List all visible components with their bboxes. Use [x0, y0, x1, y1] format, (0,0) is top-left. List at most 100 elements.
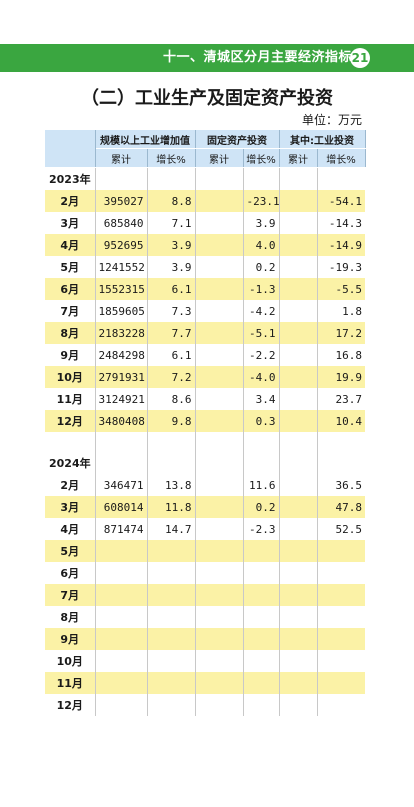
table-cell — [243, 562, 280, 584]
table-cell — [95, 628, 148, 650]
sub-header-cumulative: 累计 — [279, 148, 318, 168]
table-row: 2月 395027 8.8 -23.1 -54.1 — [45, 190, 365, 212]
table-row: 11月 3124921 8.6 3.4 23.7 — [45, 388, 365, 410]
month-label: 9月 — [45, 628, 96, 650]
table-cell — [279, 672, 318, 694]
table-cell — [147, 672, 196, 694]
table-cell — [147, 540, 196, 562]
table-cell — [195, 694, 244, 716]
table-cell — [195, 650, 244, 672]
table-cell: 11.6 — [243, 474, 280, 496]
table-cell: 3480408 — [95, 410, 148, 432]
month-label: 8月 — [45, 606, 96, 628]
table-cell — [317, 452, 365, 474]
table-cell — [195, 432, 244, 452]
table-cell: -4.2 — [243, 300, 280, 322]
year-label: 2023年 — [45, 167, 96, 190]
table-row: 3月 685840 7.1 3.9 -14.3 — [45, 212, 365, 234]
month-label: 7月 — [45, 300, 96, 322]
month-label: 9月 — [45, 344, 96, 366]
table-cell — [195, 496, 244, 518]
month-label: 3月 — [45, 496, 96, 518]
table-cell: 1.8 — [342, 304, 362, 318]
table-cell: 1552315 — [95, 278, 148, 300]
table-cell: -1.3 — [243, 278, 280, 300]
table-row: 7月 1859605 7.3 -4.2 1.8 — [45, 300, 365, 322]
table-cell — [195, 322, 244, 344]
statistics-table: 规模以上工业增加值 固定资产投资 其中:工业投资 累计 增长% 累计 增长% 累… — [45, 130, 366, 716]
table-cell: 13.8 — [147, 474, 196, 496]
table-cell: 395027 — [95, 190, 148, 212]
table-cell — [279, 540, 318, 562]
table-cell: 1241552 — [95, 256, 148, 278]
table-cell — [243, 628, 280, 650]
month-label: 12月 — [45, 410, 96, 432]
group-header-industrial-value-added: 规模以上工业增加值 — [95, 130, 196, 149]
sub-header-growth: 增长% — [317, 148, 366, 168]
table-cell — [279, 650, 318, 672]
table-cell — [279, 562, 318, 584]
sub-header-cumulative: 累计 — [95, 148, 148, 168]
table-cell: 4.0 — [243, 234, 280, 256]
table-cell — [195, 366, 244, 388]
table-cell — [147, 562, 196, 584]
table-cell: 19.9 — [317, 366, 365, 388]
table-row: 10月 2791931 7.2 -4.0 19.9 — [45, 366, 365, 388]
table-cell — [279, 584, 318, 606]
month-label: 11月 — [45, 388, 96, 410]
table-cell — [195, 540, 244, 562]
month-label: 2月 — [45, 190, 96, 212]
table-row: 9月 2484298 6.1 -2.2 16.8 — [45, 344, 365, 366]
table-cell: 23.7 — [335, 392, 363, 406]
table-cell — [279, 474, 318, 496]
table-cell: -2.2 — [243, 344, 280, 366]
month-label: 8月 — [45, 322, 96, 344]
table-cell: 871474 — [95, 518, 148, 540]
table-cell: 14.7 — [147, 518, 196, 540]
chapter-title: 十一、清城区分月主要经济指标 — [162, 50, 352, 65]
table-cell: 608014 — [95, 496, 148, 518]
table-cell — [317, 606, 365, 628]
month-label: 10月 — [45, 650, 96, 672]
table-cell — [279, 628, 318, 650]
table-cell: -14.9 — [317, 234, 365, 256]
table-cell: 47.8 — [317, 496, 365, 518]
table-cell — [95, 167, 148, 190]
table-cell: -2.3 — [243, 518, 280, 540]
table-cell — [279, 190, 318, 212]
table-cell — [279, 366, 318, 388]
table-cell — [279, 496, 318, 518]
month-label: 3月 — [45, 212, 96, 234]
table-cell — [279, 410, 318, 432]
table-cell — [317, 628, 365, 650]
month-label — [45, 432, 96, 452]
table-cell: 3.9 — [147, 234, 196, 256]
table-cell — [147, 694, 196, 716]
table-cell — [279, 167, 318, 190]
table-row: 8月 2183228 7.7 -5.1 17.2 — [45, 322, 365, 344]
month-label: 11月 — [45, 672, 96, 694]
table-cell — [95, 452, 148, 474]
unit-label: 单位：万元 — [301, 113, 362, 127]
table-cell — [243, 432, 280, 452]
table-cell — [195, 212, 244, 234]
table-cell — [147, 584, 196, 606]
table-cell — [95, 584, 148, 606]
month-label: 6月 — [45, 278, 96, 300]
table-row: 11月 — [45, 672, 365, 694]
table-cell: 52.5 — [335, 522, 363, 536]
table-cell — [243, 584, 280, 606]
table-cell — [195, 234, 244, 256]
table-row: 9月 — [45, 628, 365, 650]
month-label: 2月 — [45, 474, 96, 496]
table-cell: -54.1 — [317, 190, 365, 212]
group-header-industrial-investment: 其中:工业投资 — [279, 130, 366, 149]
table-cell — [195, 474, 244, 496]
table-row: 3月 608014 11.8 0.2 47.8 — [45, 496, 365, 518]
table-cell — [195, 452, 244, 474]
table-cell: 7.7 — [147, 322, 196, 344]
table-row: 8月 — [45, 606, 365, 628]
month-label: 12月 — [45, 694, 96, 716]
month-label: 7月 — [45, 584, 96, 606]
table-cell — [95, 606, 148, 628]
